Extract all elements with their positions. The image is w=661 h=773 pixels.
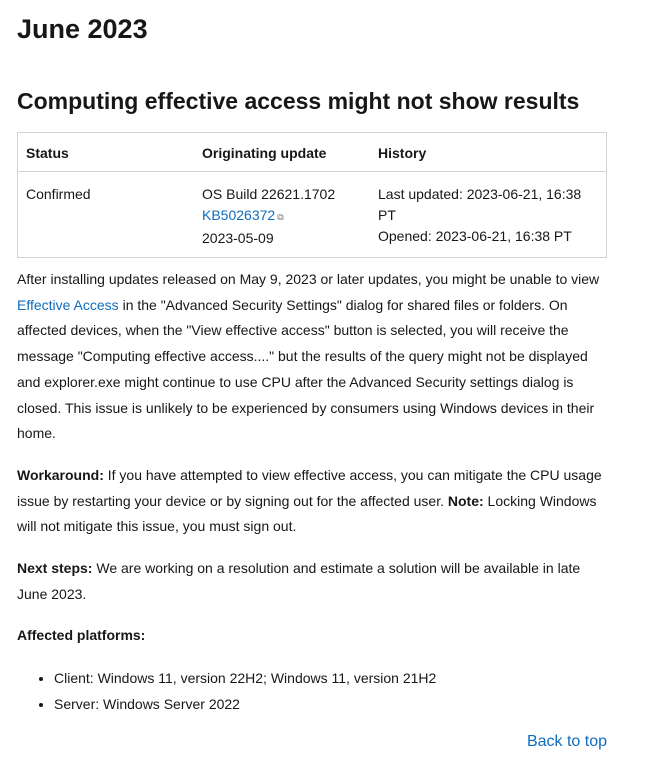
list-item: Server: Windows Server 2022 (54, 691, 609, 717)
opened: Opened: 2023-06-21, 16:38 PT (378, 228, 572, 244)
workaround: Workaround: If you have attempted to vie… (17, 463, 609, 540)
external-link-icon: ⧉ (277, 212, 284, 222)
workaround-text: If you have attempted to view effective … (17, 466, 602, 509)
description-text-2: in the "Advanced Security Settings" dial… (17, 296, 595, 442)
last-updated: Last updated: 2023-06-21, 16:38 PT (378, 186, 582, 223)
platforms-list: Client: Windows 11, version 22H2; Window… (17, 665, 609, 717)
os-build: OS Build 22621.1702 (202, 186, 336, 202)
issue-table: Status Originating update History Confir… (17, 132, 607, 258)
next-steps-text: We are working on a resolution and estim… (17, 560, 581, 602)
description: After installing updates released on May… (17, 267, 609, 447)
affected-platforms-label: Affected platforms: (17, 623, 609, 649)
back-to-top-link[interactable]: Back to top (526, 733, 607, 750)
header-history: History (370, 132, 607, 172)
status-value: Confirmed (26, 186, 91, 202)
effective-access-link[interactable]: Effective Access (17, 296, 119, 313)
issue-title: Computing effective access might not sho… (17, 88, 580, 114)
header-originating-update: Originating update (194, 132, 370, 172)
list-item: Client: Windows 11, version 22H2; Window… (54, 665, 609, 691)
history-cell: Last updated: 2023-06-21, 16:38 PT Opene… (370, 172, 607, 258)
kb-link[interactable]: KB5026372 (202, 207, 276, 223)
header-status: Status (17, 132, 194, 172)
workaround-label: Workaround: (17, 466, 104, 483)
next-steps: Next steps: We are working on a resoluti… (17, 556, 609, 607)
page-title: June 2023 (17, 14, 148, 44)
description-text: After installing updates released on May… (17, 271, 600, 287)
kb-date: 2023-05-09 (202, 230, 274, 246)
note-text: Locking Windows will not mitigate this i… (17, 492, 597, 535)
affected-platforms-heading: Affected platforms: (17, 627, 146, 644)
originating-update-cell: OS Build 22621.1702 KB5026372 ⧉ 2023-05-0… (194, 172, 370, 258)
note-label: Note: (447, 492, 484, 509)
next-steps-label: Next steps: (17, 560, 93, 577)
